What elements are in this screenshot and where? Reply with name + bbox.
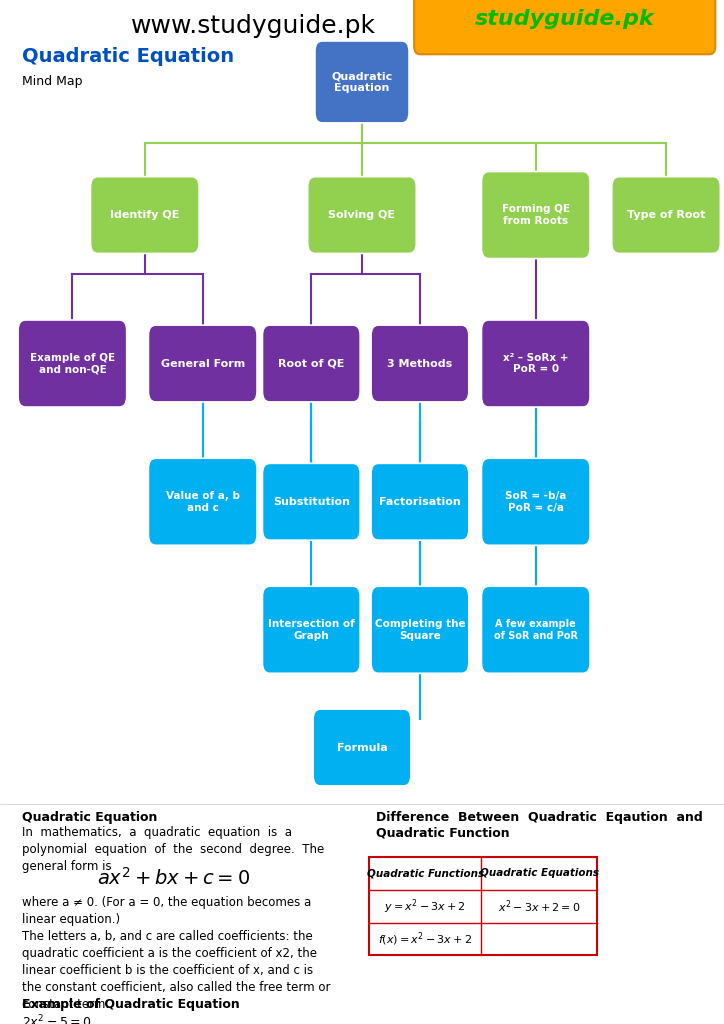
Text: Identify QE: Identify QE [110,210,180,220]
Text: Quadratic Equations: Quadratic Equations [480,868,599,879]
FancyBboxPatch shape [262,586,361,674]
FancyBboxPatch shape [371,586,469,674]
FancyBboxPatch shape [148,326,257,401]
FancyBboxPatch shape [481,171,590,258]
FancyBboxPatch shape [18,319,127,407]
Text: x² – SoRx +
PoR = 0: x² – SoRx + PoR = 0 [503,352,568,375]
Text: Example of QE
and non-QE: Example of QE and non-QE [30,352,115,375]
FancyBboxPatch shape [371,463,469,541]
FancyBboxPatch shape [414,0,715,54]
Text: Example of Quadratic Equation: Example of Quadratic Equation [22,998,240,1012]
Text: Solving QE: Solving QE [329,210,395,220]
FancyBboxPatch shape [148,459,257,545]
Text: Completing the
Square: Completing the Square [374,618,466,641]
Text: studyguide.pk: studyguide.pk [475,9,654,30]
Text: Value of a, b
and c: Value of a, b and c [166,490,240,513]
Text: Quadratic
Equation: Quadratic Equation [332,71,392,93]
FancyBboxPatch shape [262,463,361,541]
Text: Quadratic Equation: Quadratic Equation [22,47,234,66]
Text: $x^2-3x+2=0$: $x^2-3x+2=0$ [498,898,581,914]
Text: Root of QE: Root of QE [278,358,345,369]
FancyBboxPatch shape [481,319,590,407]
Text: $2x^2-5=0$: $2x^2-5=0$ [22,1014,91,1024]
FancyBboxPatch shape [371,326,469,401]
Text: A few example
of SoR and PoR: A few example of SoR and PoR [494,618,578,641]
Text: $ax^2 +bx+c=0$: $ax^2 +bx+c=0$ [97,866,251,889]
Text: Intersection of
Graph: Intersection of Graph [268,618,355,641]
FancyBboxPatch shape [262,326,361,401]
Text: Type of Root: Type of Root [627,210,705,220]
Text: Mind Map: Mind Map [22,76,83,88]
Text: Difference  Between  Quadratic  Eqaution  and
Quadratic Function: Difference Between Quadratic Eqaution an… [376,811,703,839]
Text: SoR = -b/a
PoR = c/a: SoR = -b/a PoR = c/a [505,490,566,513]
FancyBboxPatch shape [481,586,590,674]
Text: Substitution: Substitution [273,497,350,507]
Text: Formula: Formula [337,742,387,753]
Text: Quadratic Functions: Quadratic Functions [367,868,484,879]
Text: 3 Methods: 3 Methods [387,358,452,369]
Text: $y=x^2-3x+2$: $y=x^2-3x+2$ [384,897,466,915]
Text: In  mathematics,  a  quadratic  equation  is  a
polynomial  equation  of  the  s: In mathematics, a quadratic equation is … [22,826,324,873]
FancyBboxPatch shape [481,459,590,545]
Text: Factorisation: Factorisation [379,497,460,507]
Text: General Form: General Form [161,358,245,369]
FancyBboxPatch shape [90,176,199,253]
FancyBboxPatch shape [308,176,416,253]
FancyBboxPatch shape [313,709,411,786]
Text: www.studyguide.pk: www.studyguide.pk [131,13,376,38]
Text: $f(x)=x^2-3x+2$: $f(x)=x^2-3x+2$ [379,930,472,948]
FancyBboxPatch shape [369,857,597,955]
FancyBboxPatch shape [612,176,720,253]
Text: Quadratic Equation: Quadratic Equation [22,811,157,824]
Text: where a ≠ 0. (For a = 0, the equation becomes a
linear equation.)
The letters a,: where a ≠ 0. (For a = 0, the equation be… [22,896,330,1011]
FancyBboxPatch shape [315,41,409,123]
Text: Forming QE
from Roots: Forming QE from Roots [502,204,570,226]
